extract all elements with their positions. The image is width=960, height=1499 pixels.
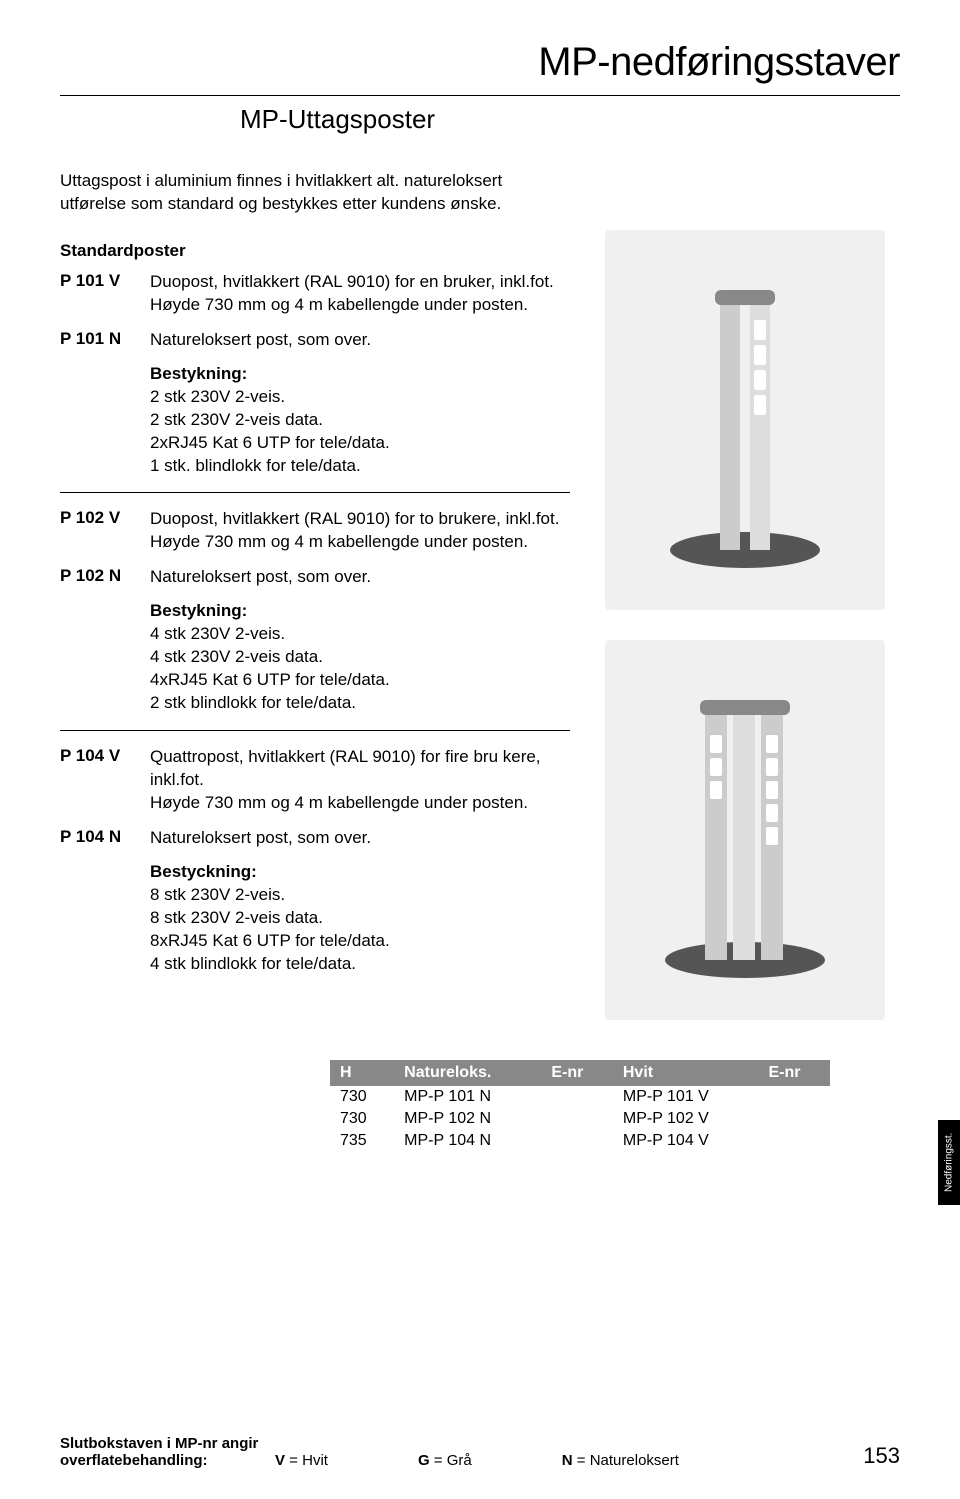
spec-table: H Natureloks. E-nr Hvit E-nr 730 MP-P 10… — [330, 1060, 830, 1152]
bestyk-line: 4 stk blindlokk for tele/data. — [150, 953, 570, 976]
table-row: 730 MP-P 101 N MP-P 101 V — [330, 1086, 830, 1108]
spec-label: P 102 V — [60, 508, 135, 554]
spec-desc: Quattropost, hvitlakkert (RAL 9010) for … — [150, 746, 570, 815]
bestyk-line: 4xRJ45 Kat 6 UTP for tele/data. — [150, 669, 570, 692]
bestyk-line: 2 stk 230V 2-veis. — [150, 386, 570, 409]
bestyk-line: 1 stk. blindlokk for tele/data. — [150, 455, 570, 478]
col-natureloks: Natureloks. — [394, 1060, 541, 1086]
spec-label: P 104 N — [60, 827, 135, 850]
intro-text: Uttagspost i aluminium finnes i hvitlakk… — [60, 170, 570, 216]
page-title: MP-nedføringsstaver — [60, 40, 900, 85]
cell — [541, 1108, 612, 1130]
bestyk-line: 2xRJ45 Kat 6 UTP for tele/data. — [150, 432, 570, 455]
spec-label: P 101 V — [60, 271, 135, 317]
cell: 730 — [330, 1108, 394, 1130]
footer: Slutbokstaven i MP-nr angir overflatebeh… — [60, 1435, 900, 1469]
cell: MP-P 101 V — [613, 1086, 759, 1108]
subtitle-row: MP-Uttagsposter — [60, 95, 900, 135]
cell — [541, 1086, 612, 1108]
cell: MP-P 104 N — [394, 1130, 541, 1152]
cell: MP-P 101 N — [394, 1086, 541, 1108]
footer-legend: V = Hvit G = Grå N = Natureloksert — [275, 1452, 863, 1469]
bestyk-line: 2 stk blindlokk for tele/data. — [150, 692, 570, 715]
spec-block: P 101 N Natureloksert post, som over. — [60, 329, 570, 352]
bestyk-block: Bestyckning: 8 stk 230V 2-veis. 8 stk 23… — [60, 862, 570, 976]
table-header-row: H Natureloks. E-nr Hvit E-nr — [330, 1060, 830, 1086]
footer-note: Slutbokstaven i MP-nr angir overflatebeh… — [60, 1435, 275, 1469]
bestyk-title: Bestykning: — [150, 364, 570, 384]
subtitle: MP-Uttagsposter — [60, 104, 900, 135]
content-row: Uttagspost i aluminium finnes i hvitlakk… — [60, 170, 900, 1020]
bestyk-block: Bestykning: 4 stk 230V 2-veis. 4 stk 230… — [60, 601, 570, 715]
footer-note-line1: Slutbokstaven i MP-nr angir — [60, 1435, 275, 1452]
cell: 735 — [330, 1130, 394, 1152]
legend-item: G = Grå — [418, 1452, 472, 1469]
spec-block: P 102 V Duopost, hvitlakkert (RAL 9010) … — [60, 508, 570, 554]
page-number: 153 — [863, 1443, 900, 1469]
bestyk-line: 8xRJ45 Kat 6 UTP for tele/data. — [150, 930, 570, 953]
col-enr1: E-nr — [541, 1060, 612, 1086]
cell: MP-P 102 V — [613, 1108, 759, 1130]
cell — [758, 1108, 830, 1130]
cell — [541, 1130, 612, 1152]
text-column: Uttagspost i aluminium finnes i hvitlakk… — [60, 170, 570, 1020]
spec-block: P 101 V Duopost, hvitlakkert (RAL 9010) … — [60, 271, 570, 317]
bestyk-line: 8 stk 230V 2-veis. — [150, 884, 570, 907]
bestyk-title: Bestykning: — [150, 601, 570, 621]
spec-block: P 104 V Quattropost, hvitlakkert (RAL 90… — [60, 746, 570, 815]
spec-label: P 104 V — [60, 746, 135, 815]
spec-desc: Duopost, hvitlakkert (RAL 9010) for to b… — [150, 508, 559, 554]
cell — [758, 1130, 830, 1152]
bestyk-line: 2 stk 230V 2-veis data. — [150, 409, 570, 432]
side-tab: Nedføringsst. — [938, 1120, 960, 1205]
image-column — [590, 170, 900, 1020]
spec-block: P 104 N Natureloksert post, som over. — [60, 827, 570, 850]
spec-table-wrap: H Natureloks. E-nr Hvit E-nr 730 MP-P 10… — [330, 1060, 830, 1152]
col-enr2: E-nr — [758, 1060, 830, 1086]
cell: MP-P 104 V — [613, 1130, 759, 1152]
spec-label: P 101 N — [60, 329, 135, 352]
cell: 730 — [330, 1086, 394, 1108]
table-row: 730 MP-P 102 N MP-P 102 V — [330, 1108, 830, 1130]
legend-item: V = Hvit — [275, 1452, 328, 1469]
bestyk-line: 4 stk 230V 2-veis data. — [150, 646, 570, 669]
legend-item: N = Natureloksert — [562, 1452, 679, 1469]
cell: MP-P 102 N — [394, 1108, 541, 1130]
bestyk-line: 4 stk 230V 2-veis. — [150, 623, 570, 646]
bestyk-title: Bestyckning: — [150, 862, 570, 882]
col-h: H — [330, 1060, 394, 1086]
spec-desc: Natureloksert post, som over. — [150, 566, 371, 589]
spec-block: P 102 N Natureloksert post, som over. — [60, 566, 570, 589]
spec-desc: Natureloksert post, som over. — [150, 329, 371, 352]
product-image-1 — [605, 230, 885, 610]
spec-desc: Natureloksert post, som over. — [150, 827, 371, 850]
cell — [758, 1086, 830, 1108]
bestyk-block: Bestykning: 2 stk 230V 2-veis. 2 stk 230… — [60, 364, 570, 478]
footer-note-line2: overflatebehandling: — [60, 1452, 275, 1469]
spec-label: P 102 N — [60, 566, 135, 589]
bestyk-line: 8 stk 230V 2-veis data. — [150, 907, 570, 930]
spec-desc: Duopost, hvitlakkert (RAL 9010) for en b… — [150, 271, 554, 317]
section-heading: Standardposter — [60, 241, 570, 261]
product-image-2 — [605, 640, 885, 1020]
divider — [60, 492, 570, 493]
table-row: 735 MP-P 104 N MP-P 104 V — [330, 1130, 830, 1152]
col-hvit: Hvit — [613, 1060, 759, 1086]
divider — [60, 730, 570, 731]
